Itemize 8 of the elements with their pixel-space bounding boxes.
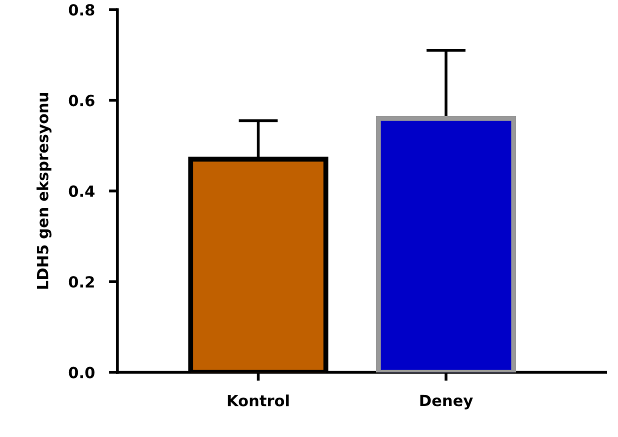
y-axis-title: LDH5 gen ekspresyonu	[36, 93, 52, 289]
y-tick-label: 0.0	[68, 366, 94, 378]
y-tick-label: 0.8	[68, 4, 94, 16]
x-tick-label: Kontrol	[228, 394, 289, 406]
y-tick-label: 0.4	[68, 185, 94, 197]
y-tick-label: 0.2	[68, 276, 94, 288]
x-tick-label: Deney	[420, 394, 473, 410]
y-tick-label: 0.6	[68, 94, 94, 106]
